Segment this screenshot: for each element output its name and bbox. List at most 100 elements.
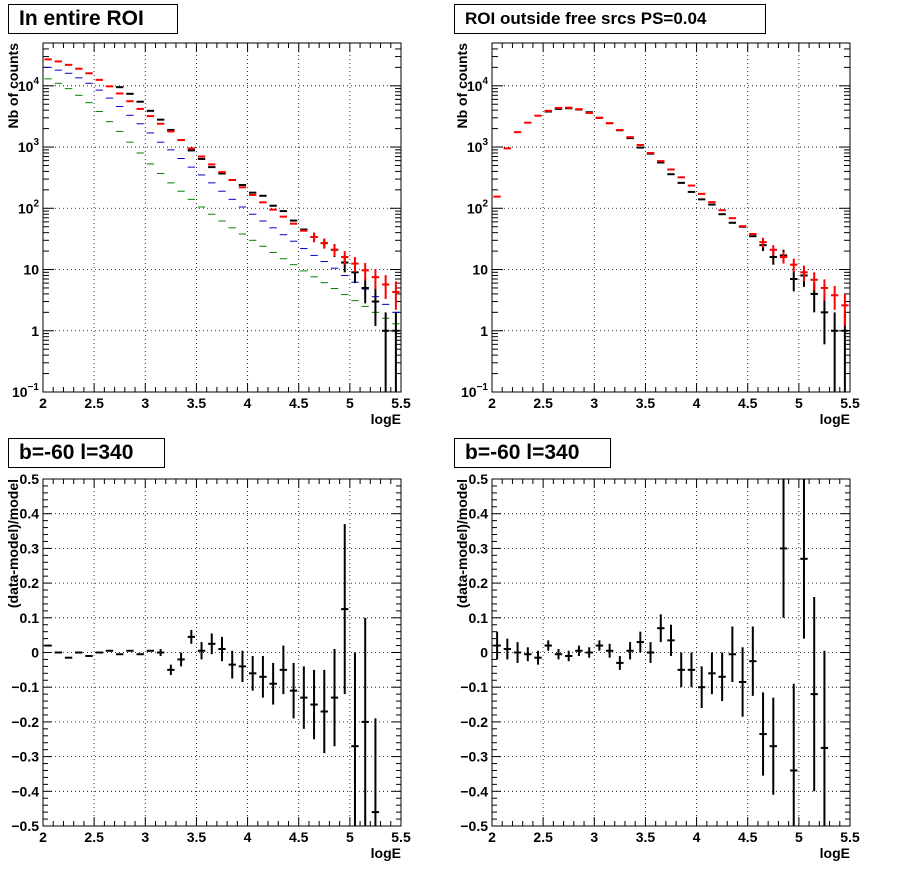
x-tick-label: 2.5 [84, 829, 104, 845]
data-point [259, 655, 267, 698]
data-point [361, 617, 369, 826]
data-point [218, 636, 226, 662]
y-tick-label: 10−1 [461, 382, 488, 400]
x-tick-label: 3 [590, 829, 598, 845]
x-tick-label: 4 [244, 829, 252, 845]
x-tick-label: 2 [488, 829, 496, 845]
y-tick-label: 10−1 [12, 382, 39, 400]
y-tick-label: 0.2 [469, 575, 489, 591]
data-point [238, 650, 247, 682]
data-point [595, 640, 604, 651]
y-tick-label: 0.2 [20, 575, 40, 591]
data-point [330, 244, 339, 257]
y-tick-label: −0.2 [11, 714, 39, 730]
x-tick-label: 3.5 [636, 829, 656, 845]
data-points [44, 58, 400, 392]
y-tick-label: 0 [31, 645, 39, 661]
data-point [228, 650, 236, 679]
chart-3: 2 2.5 3 3.5 4 4.5 5 5.5 −0.5 −0.4 −0.3 −0.2 −0.1 0 0.1… [5, 471, 411, 861]
data-point [841, 293, 849, 326]
x-tick-label: 2 [39, 395, 47, 411]
chart-title-1: In entire ROI [8, 4, 178, 34]
data-point [605, 643, 614, 658]
data-point [341, 251, 349, 265]
data-point [657, 614, 665, 643]
y-tick-label: 0.3 [469, 540, 489, 556]
data-point [575, 645, 583, 656]
data-point [156, 649, 165, 656]
x-tick-label: 5 [795, 829, 803, 845]
data-point [351, 652, 359, 826]
y-tick-label: 104 [18, 76, 40, 94]
data-point [626, 642, 634, 660]
y-tick-label: −0.3 [460, 749, 488, 765]
data-point [249, 655, 257, 691]
data-point [310, 232, 318, 243]
x-axis-label: logE [820, 411, 850, 427]
y-tick-label: 0.1 [469, 610, 489, 626]
y-tick-label: 103 [18, 137, 40, 155]
x-tick-label: 2.5 [533, 395, 553, 411]
data-point [503, 638, 512, 660]
data-point [800, 479, 808, 639]
x-tick-label: 5.5 [840, 829, 860, 845]
data-point [779, 479, 788, 618]
data-point [534, 650, 542, 665]
data-point [320, 669, 328, 754]
data-point [820, 298, 829, 345]
y-tick-label: −0.2 [460, 714, 488, 730]
data-point [371, 289, 380, 326]
data-point [677, 652, 685, 688]
data-point [544, 640, 552, 651]
data-point [361, 262, 369, 281]
data-points [44, 524, 380, 826]
y-tick-label: 10 [472, 262, 488, 278]
data-point [279, 645, 288, 695]
data-point [646, 642, 655, 663]
data-point [300, 666, 308, 729]
data-point [728, 626, 737, 682]
y-tick-label: 104 [467, 76, 489, 94]
x-tick-label: 4.5 [738, 395, 758, 411]
y-tick-label: 1 [31, 323, 39, 339]
data-point [687, 652, 696, 688]
y-tick-label: −0.3 [11, 749, 39, 765]
data-point [749, 626, 757, 696]
y-tick-label: 0 [480, 645, 488, 661]
x-tick-label: 5 [346, 395, 354, 411]
x-tick-label: 4.5 [738, 829, 758, 845]
x-tick-label: 4 [244, 395, 252, 411]
chart-1: 2 2.5 3 3.5 4 4.5 5 5.5 10−1 1 10 102 103 104 logE Nb o… [5, 42, 411, 427]
chart-title-4: b=-60 l=340 [454, 438, 611, 468]
y-axis-label: Nb of counts [5, 43, 21, 129]
x-axis-label: logE [371, 411, 401, 427]
x-tick-label: 5 [346, 829, 354, 845]
data-point [513, 642, 522, 663]
data-point [554, 649, 563, 660]
data-point [381, 312, 390, 392]
data-point [381, 275, 390, 300]
x-tick-label: 3 [141, 395, 149, 411]
x-tick-label: 5.5 [840, 395, 860, 411]
plot-frame [491, 42, 851, 393]
data-point [524, 647, 532, 662]
data-point [392, 281, 400, 310]
chart-title-2: ROI outside free srcs PS=0.04 [454, 4, 766, 34]
x-tick-label: 4 [693, 829, 701, 845]
x-tick-label: 4.5 [289, 395, 309, 411]
x-axis-label: logE [820, 845, 850, 861]
data-point [269, 662, 277, 705]
y-tick-label: 102 [18, 198, 40, 216]
data-point [790, 270, 798, 292]
y-tick-label: 0.4 [469, 506, 489, 522]
y-tick-label: −0.4 [460, 783, 488, 799]
y-tick-label: 1 [480, 323, 488, 339]
data-points [493, 106, 849, 392]
data-point [810, 596, 818, 792]
y-tick-label: −0.4 [11, 783, 39, 799]
data-point [289, 662, 298, 719]
data-point [636, 631, 644, 653]
y-axis-label: Nb of counts [454, 43, 470, 129]
data-point [790, 258, 798, 273]
